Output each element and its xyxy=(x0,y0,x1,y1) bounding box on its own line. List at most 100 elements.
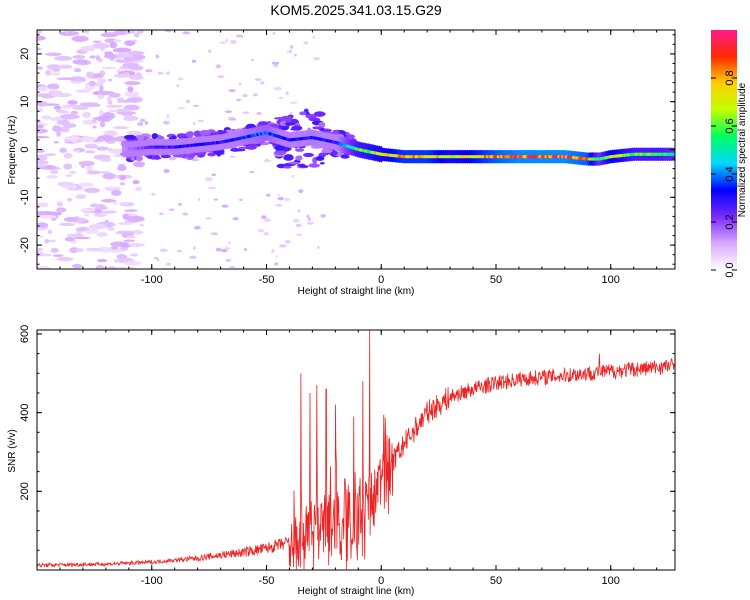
snr-panel: -100 -50 0 50 100 200 400 600 Height of straig… xyxy=(7,325,676,597)
spectrogram-cell xyxy=(97,78,107,84)
spectrogram-cell xyxy=(177,77,184,81)
spectrogram-cell xyxy=(67,100,78,105)
spectrogram-cell xyxy=(292,219,300,223)
spectrogram-cell xyxy=(197,119,205,123)
spectrogram-cell xyxy=(252,93,258,97)
spectrogram-cell xyxy=(63,216,78,223)
spectrogram-cell xyxy=(225,38,229,42)
spectrogram-cell xyxy=(53,141,59,144)
spectrogram-cell xyxy=(56,131,61,137)
spectrogram-cell xyxy=(165,71,171,75)
spectrogram-cell xyxy=(284,239,291,244)
spectrogram-cell xyxy=(224,247,231,250)
spectrogram-cell xyxy=(86,144,96,147)
spectrogram-cell xyxy=(283,165,292,169)
spectrogram-cell xyxy=(37,101,48,107)
spectrogram-cell xyxy=(113,39,119,43)
spectrogram-cell xyxy=(186,131,194,138)
spectrogram-cell xyxy=(275,203,283,207)
spectrogram-cell xyxy=(72,55,86,59)
spectrogram-cell xyxy=(41,115,52,120)
spectrogram-cell xyxy=(52,125,63,132)
snr-series-line xyxy=(37,330,675,570)
spectrogram-cell xyxy=(108,78,113,82)
spectrogram-cell xyxy=(151,192,156,196)
spectrogram-cell xyxy=(119,182,126,186)
spectrogram-cell xyxy=(135,186,142,192)
spectrogram-cell xyxy=(279,244,287,248)
spectrogram-cell xyxy=(117,108,131,113)
spectrogram-y-tick-label: 10 xyxy=(19,96,31,108)
spectrogram-y-tick-label: -10 xyxy=(19,189,31,205)
spectrogram-cell xyxy=(166,114,170,119)
spectrogram-cell xyxy=(219,41,227,44)
spectrogram-cell xyxy=(207,152,216,157)
spectrogram-cell xyxy=(50,247,59,253)
spectrogram-cell xyxy=(289,111,293,114)
spectrogram-cell xyxy=(291,175,295,178)
spectrogram-cell xyxy=(122,213,130,220)
spectrogram-cell xyxy=(94,73,102,77)
spectrogram-cell xyxy=(37,135,50,139)
spectrogram-cell xyxy=(185,99,191,104)
spectrogram-cell xyxy=(137,122,144,126)
spectrogram-cell xyxy=(308,117,321,122)
spectrogram-cell xyxy=(45,69,52,76)
spectrogram-cell xyxy=(63,163,73,170)
spectrogram-cell xyxy=(307,217,312,221)
spectrogram-cell xyxy=(114,59,134,63)
spectrogram-cell xyxy=(56,77,76,81)
spectrogram-cell xyxy=(192,104,200,107)
spectrogram-cell xyxy=(112,47,132,53)
spectrogram-cell xyxy=(288,161,300,165)
spectrogram-cell xyxy=(199,129,212,136)
spectrogram-cell xyxy=(280,115,293,121)
snr-x-axis-title: Height of straight line (km) xyxy=(298,586,415,597)
spectrogram-cell xyxy=(85,247,104,252)
spectrogram-cell xyxy=(37,265,52,269)
spectrogram-cell xyxy=(213,198,219,201)
spectrogram-cell xyxy=(62,32,70,36)
spectrogram-cell xyxy=(159,212,164,216)
spectrogram-cell xyxy=(319,161,325,165)
spectrogram-cell xyxy=(72,59,90,65)
spectrogram-cell xyxy=(274,262,279,266)
spectrogram-cell xyxy=(49,72,62,76)
spectrogram-cell xyxy=(104,53,119,59)
spectrogram-cell xyxy=(88,224,107,230)
spectrogram-cell xyxy=(122,115,139,122)
spectrogram-cell xyxy=(124,209,138,212)
colorbar-tick-label: 0.4 xyxy=(724,166,736,181)
spectrogram-cell xyxy=(317,246,320,249)
spectrogram-cell xyxy=(299,111,307,116)
spectrogram-cell xyxy=(312,126,322,130)
spectrogram-cell xyxy=(284,122,295,126)
spectrogram-cell xyxy=(86,71,94,78)
spectrogram-cell xyxy=(136,30,144,34)
spectrogram-cell xyxy=(96,259,108,263)
spectrogram-cell xyxy=(133,32,140,38)
spectrogram-cell xyxy=(124,134,136,140)
spectrogram-cell xyxy=(345,134,355,139)
spectrogram-cell xyxy=(211,173,217,176)
spectrogram-cell xyxy=(127,86,134,93)
spectrogram-cell xyxy=(295,223,302,228)
spectrogram-cell xyxy=(145,69,153,73)
spectrogram-cell xyxy=(64,136,82,141)
spectrogram-cell xyxy=(160,154,171,159)
spectrogram-cell xyxy=(107,227,115,231)
spectrogram-cell xyxy=(261,215,267,220)
spectrogram-cell xyxy=(251,58,254,61)
spectrogram-cell xyxy=(67,197,73,202)
spectrogram-cell xyxy=(277,194,281,197)
spectrogram-cell xyxy=(73,68,82,73)
spectrogram-cell xyxy=(193,226,201,230)
spectrogram-cell xyxy=(99,85,104,92)
spectrogram-cell xyxy=(271,249,275,254)
spectrogram-x-tick-label: 50 xyxy=(490,274,502,286)
spectrogram-cell xyxy=(208,186,217,190)
spectrogram-cell xyxy=(57,110,70,114)
spectrogram-cell xyxy=(191,158,199,162)
